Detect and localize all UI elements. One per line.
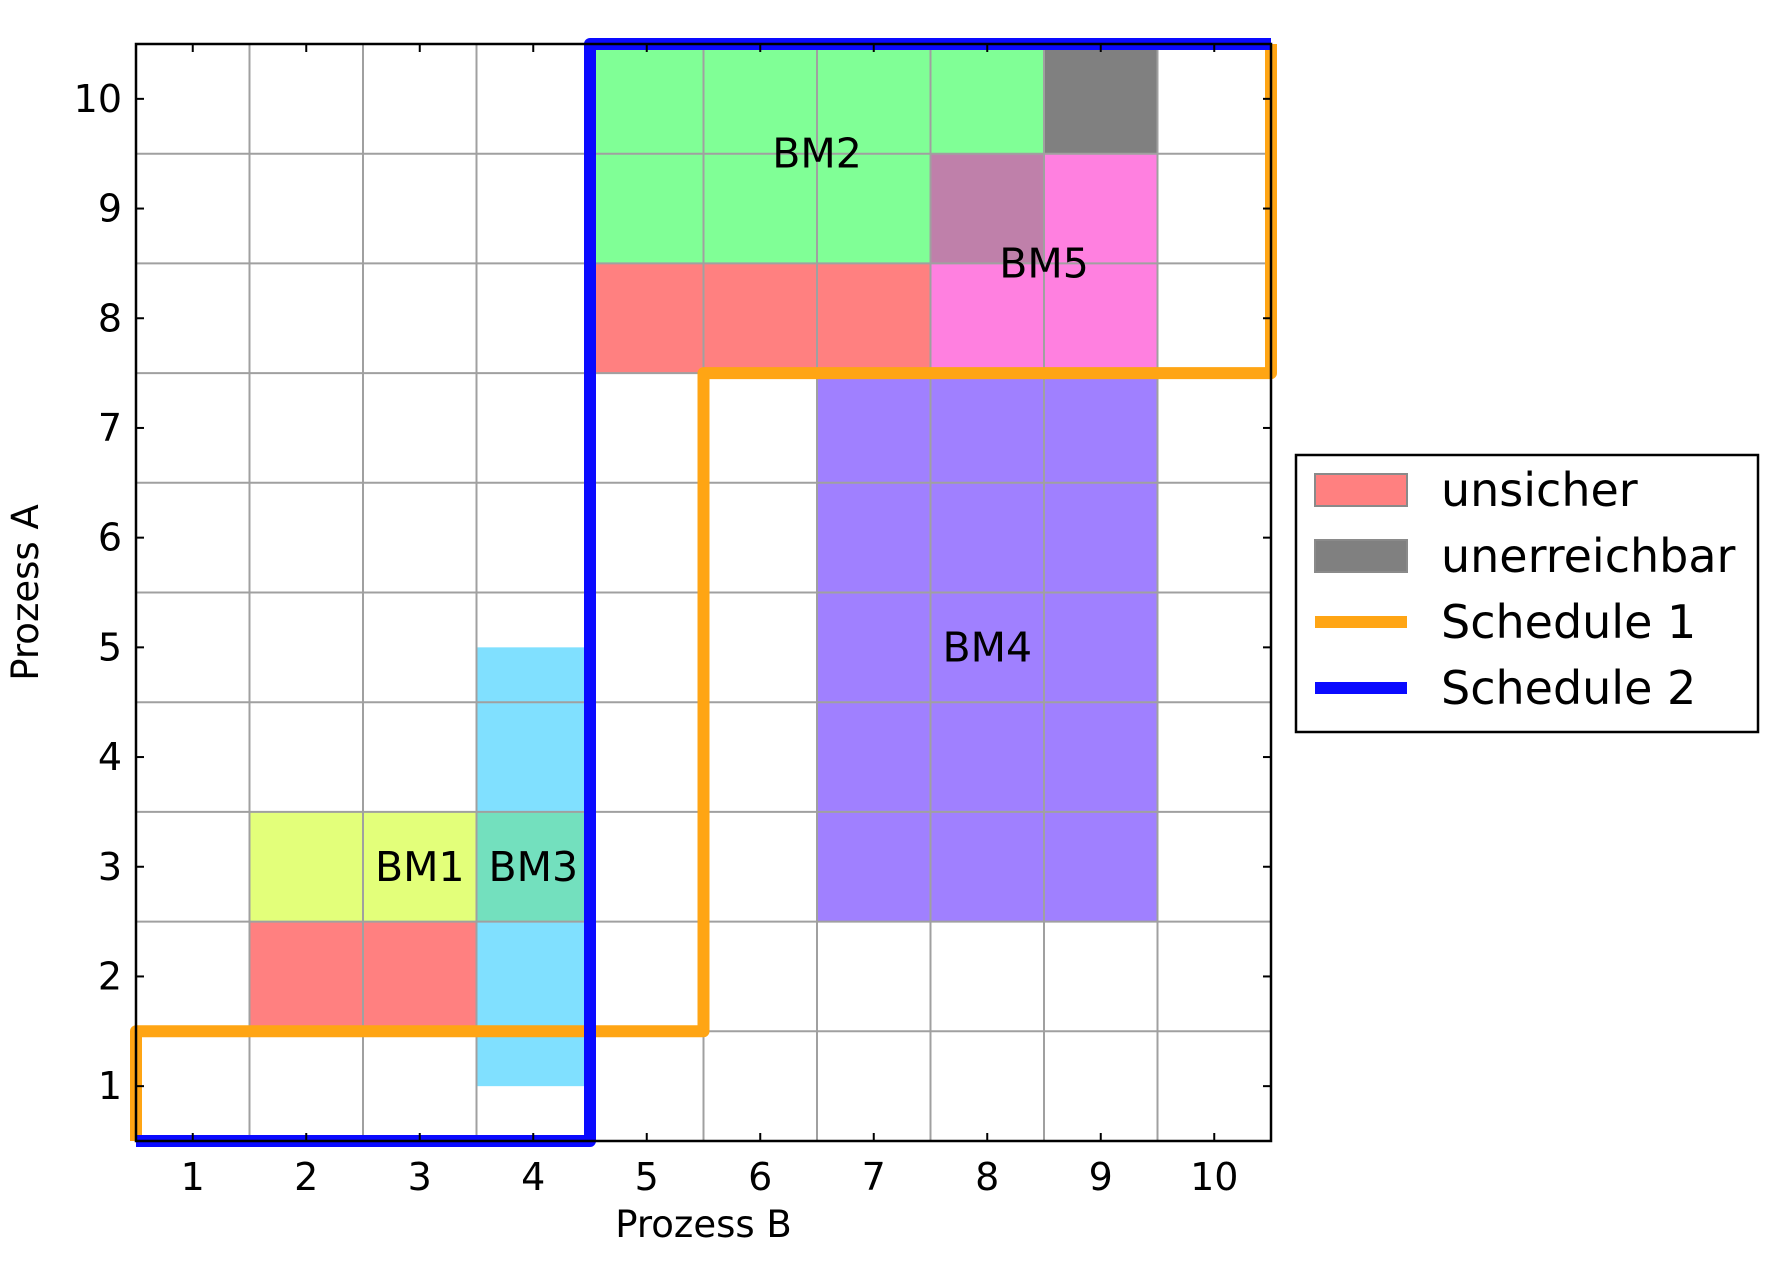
ticks-layer: 1 2 3 4 5 6 7 8 9 10 1 2 3 4 5 6 7 8 9 10 <box>74 77 1239 1199</box>
legend-label: Schedule 1 <box>1441 595 1696 649</box>
legend-swatch-unerreichbar <box>1314 539 1408 573</box>
region-label-bm4: BM4 <box>942 623 1032 671</box>
region-bm4-3 <box>817 373 1158 922</box>
region-overlap-6 <box>930 153 1044 264</box>
x-tick-label: 10 <box>1190 1155 1238 1199</box>
plot-frame <box>134 42 1273 1143</box>
y-tick-label: 5 <box>98 625 122 669</box>
x-tick-label: 7 <box>862 1155 886 1199</box>
frame-layer <box>134 42 1273 1143</box>
legend: unsicher unerreichbar Schedule 1 Schedule 2 <box>1294 453 1760 734</box>
legend-label: Schedule 2 <box>1441 661 1696 715</box>
region-unerreichbar-9 <box>1044 44 1158 154</box>
legend-label: unerreichbar <box>1441 529 1736 583</box>
x-tick-label: 2 <box>294 1155 318 1199</box>
y-tick-label: 3 <box>98 845 122 889</box>
x-tick-label: 6 <box>748 1155 772 1199</box>
x-tick-label: 9 <box>1089 1155 1113 1199</box>
region-unsicher-8 <box>590 263 931 374</box>
region-label-bm2: BM2 <box>772 130 862 178</box>
x-tick-label: 4 <box>521 1155 545 1199</box>
x-axis-title: Prozess B <box>615 1203 792 1246</box>
legend-swatch-unsicher <box>1314 473 1408 507</box>
x-tick-label: 3 <box>408 1155 432 1199</box>
x-tick-label: 5 <box>635 1155 659 1199</box>
y-tick-label: 4 <box>98 735 122 779</box>
legend-label: unsicher <box>1441 463 1638 517</box>
region-label-bm5: BM5 <box>999 239 1089 287</box>
y-tick-label: 7 <box>98 406 122 450</box>
x-tick-label: 1 <box>181 1155 205 1199</box>
y-tick-label: 8 <box>98 296 122 340</box>
y-tick-label: 9 <box>98 187 122 231</box>
x-tick-label: 8 <box>975 1155 999 1199</box>
y-tick-label: 2 <box>98 954 122 998</box>
region-label-bm3: BM3 <box>488 843 578 891</box>
y-tick-label: 1 <box>98 1064 122 1108</box>
region-overlap-2 <box>476 811 590 922</box>
y-tick-label: 10 <box>74 77 122 121</box>
labels-layer: BM1 BM3 BM2 BM5 BM4 <box>375 130 1089 891</box>
region-label-bm1: BM1 <box>375 843 465 891</box>
y-axis-title: Prozess A <box>4 504 47 681</box>
y-tick-label: 6 <box>98 516 122 560</box>
